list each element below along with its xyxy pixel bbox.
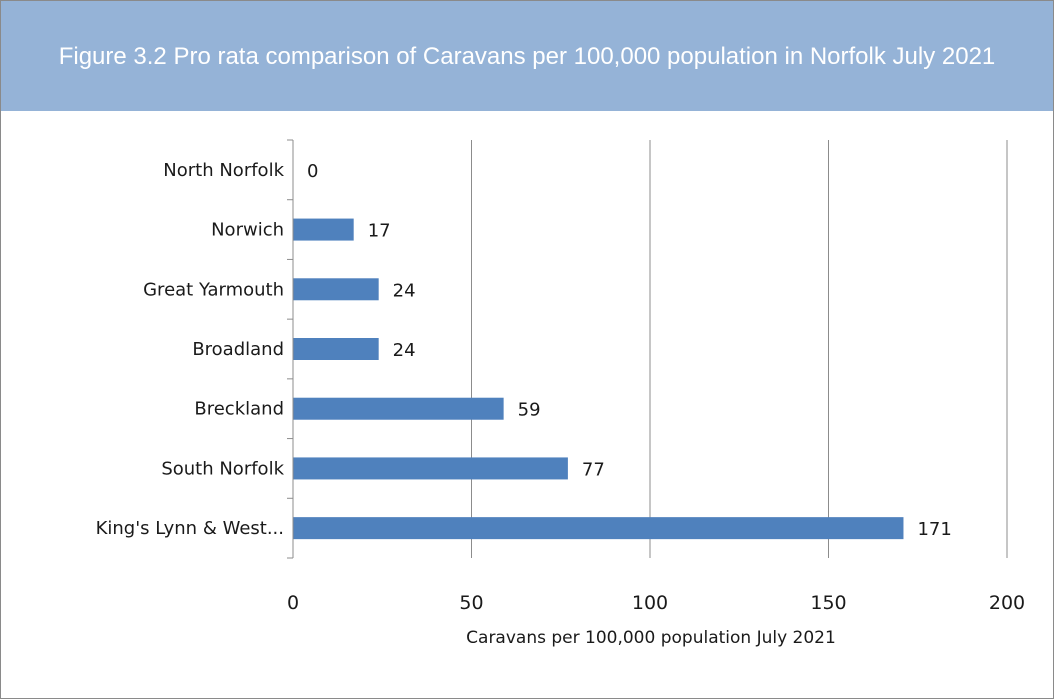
- x-tick-label: 50: [459, 592, 483, 614]
- x-tick-label: 100: [632, 592, 668, 614]
- data-label: 77: [582, 459, 605, 480]
- bars: [293, 218, 904, 540]
- x-tick-label: 200: [989, 592, 1025, 614]
- data-label: 171: [917, 519, 951, 540]
- data-label: 24: [393, 340, 416, 361]
- bar-4: [293, 397, 504, 420]
- chart-title-band: Figure 3.2 Pro rata comparison of Carava…: [1, 1, 1053, 111]
- chart-title: Figure 3.2 Pro rata comparison of Carava…: [58, 42, 996, 70]
- data-label: 59: [518, 400, 541, 421]
- data-label: 0: [307, 161, 318, 182]
- bar-2: [293, 278, 379, 301]
- category-label: North Norfolk: [163, 160, 284, 181]
- gridlines: [471, 140, 1008, 558]
- category-label: King's Lynn & West...: [96, 518, 284, 539]
- bar-3: [293, 338, 379, 360]
- labels: 0 50 100 150 200 North Norfolk 0 Norwich 17 Great…: [96, 160, 1026, 614]
- x-axis-title: Caravans per 100,000 population July 202…: [466, 628, 836, 648]
- bar-5: [293, 457, 568, 480]
- category-label: Broadland: [192, 339, 284, 360]
- bar-6: [293, 517, 904, 540]
- bar-1: [293, 218, 354, 241]
- category-label: South Norfolk: [161, 458, 284, 479]
- x-tick-label: 0: [287, 592, 299, 614]
- x-tick-label: 150: [810, 592, 846, 614]
- axes: [287, 139, 294, 559]
- category-label: Breckland: [194, 399, 284, 420]
- category-label: Great Yarmouth: [143, 279, 284, 300]
- category-label: Norwich: [211, 220, 284, 241]
- data-label: 17: [368, 221, 391, 242]
- data-label: 24: [393, 280, 416, 301]
